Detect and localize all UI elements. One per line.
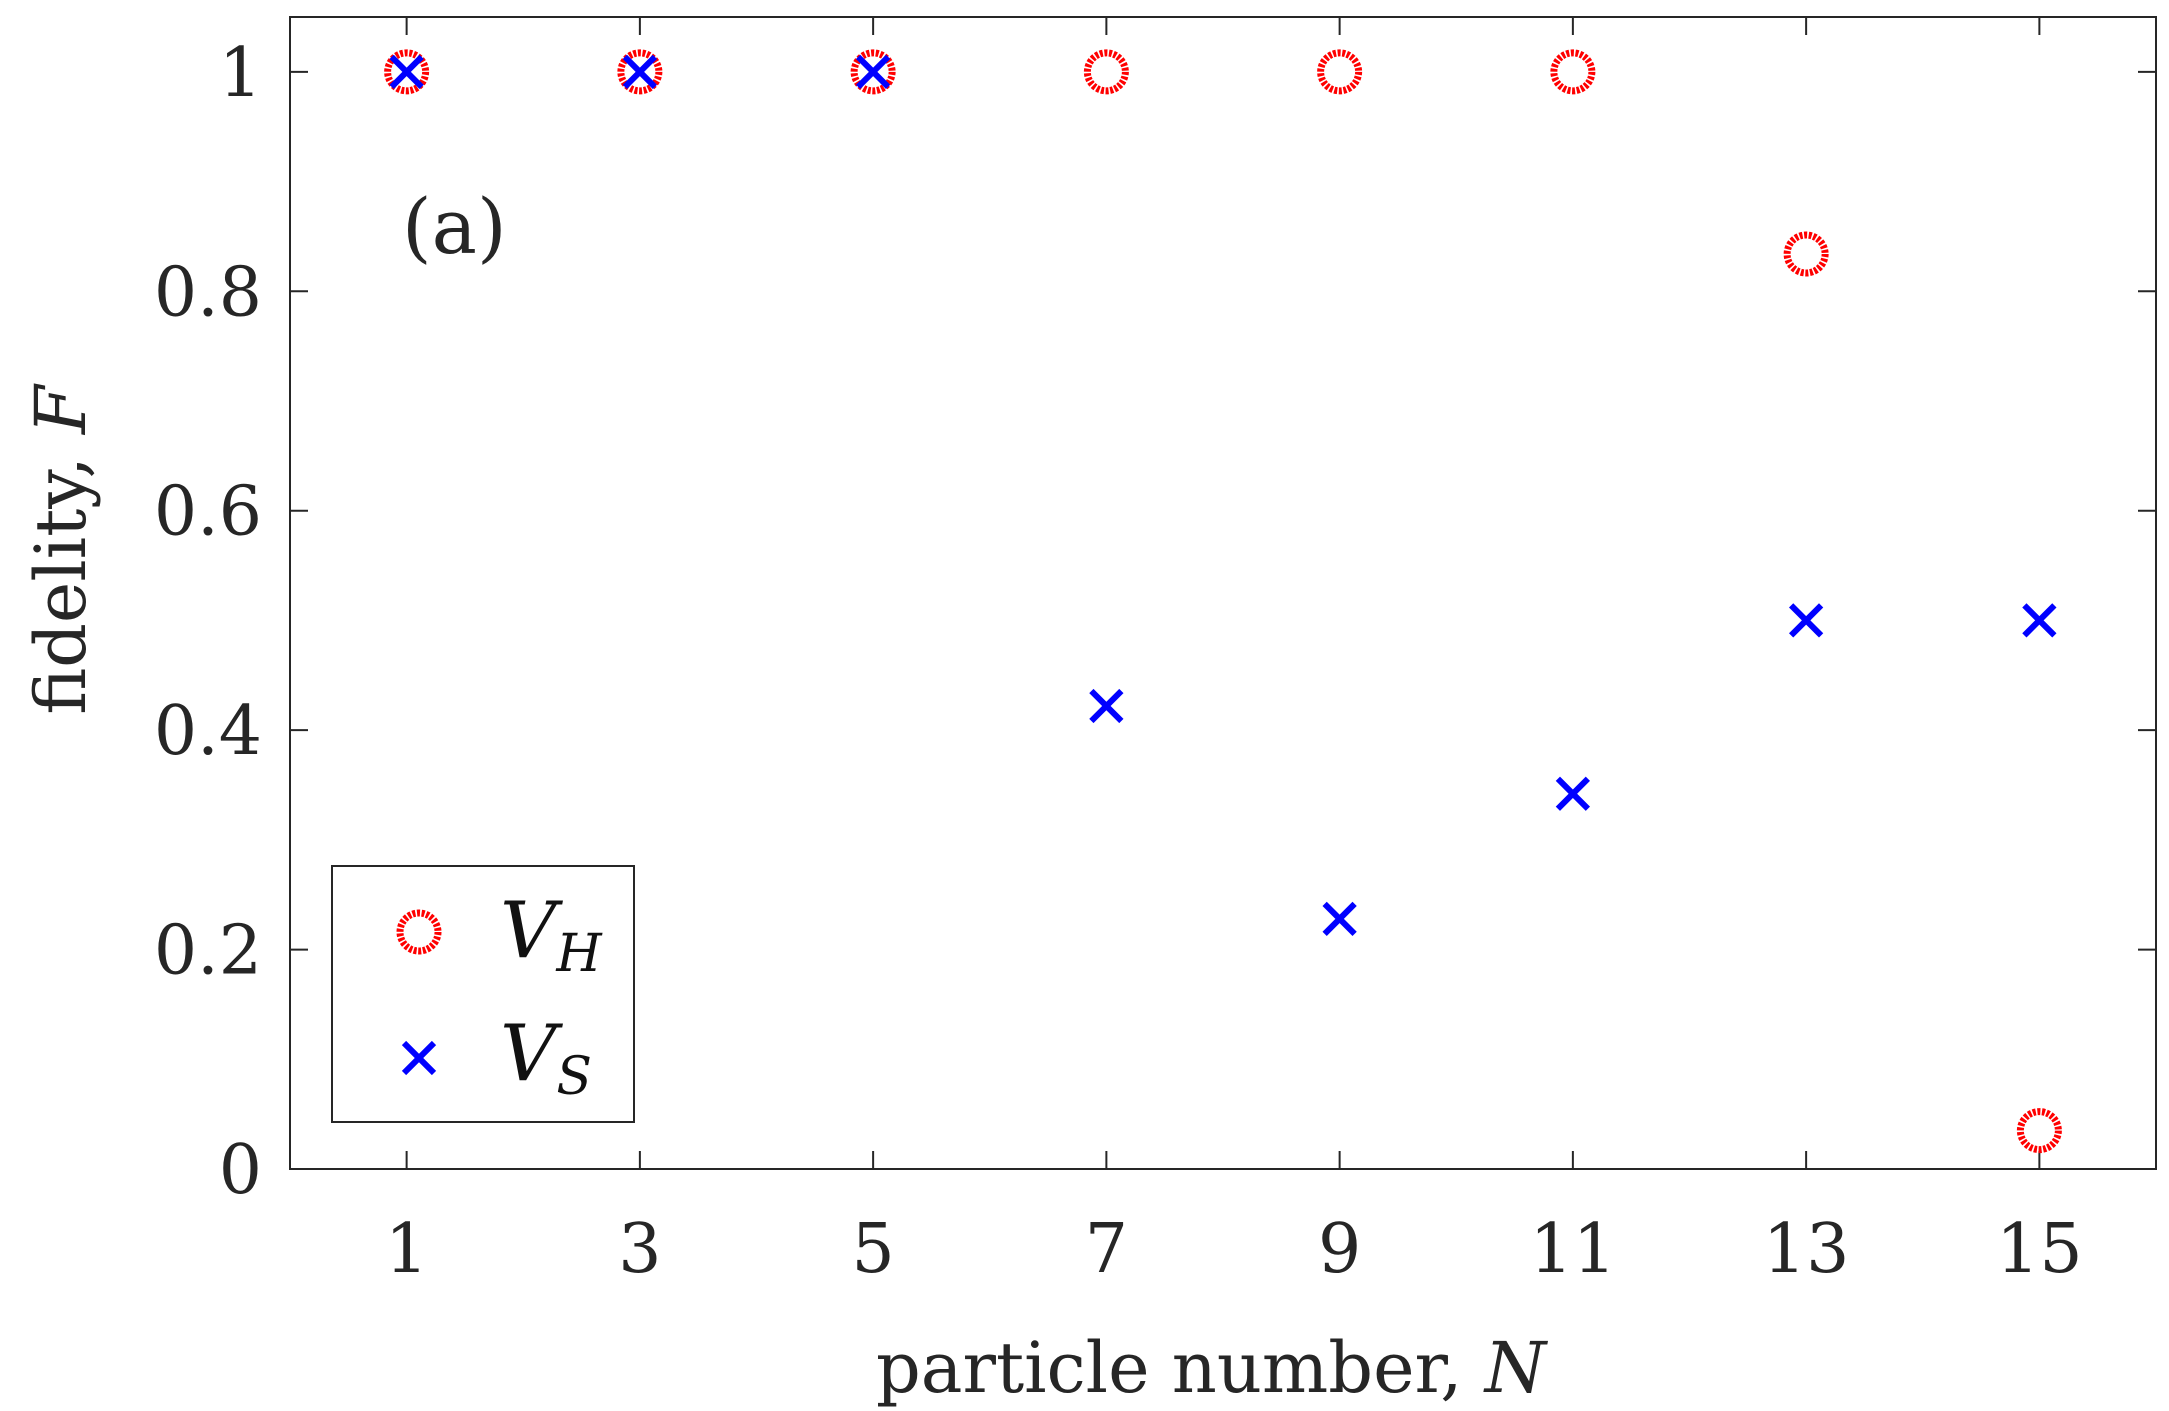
legend-label-vs-subscript: S	[556, 1047, 592, 1107]
legend: VH VS	[331, 865, 635, 1123]
data-point-circle	[850, 49, 896, 95]
series-vs	[389, 54, 2057, 936]
data-point-x	[1789, 603, 1824, 638]
data-point-circle	[1083, 49, 1129, 95]
x-tick-label: 7	[1085, 1210, 1128, 1289]
data-point-circle	[384, 49, 430, 95]
data-point-x	[1089, 688, 1124, 724]
y-tick-label: 0.8	[154, 253, 262, 332]
y-axis-title: fidelity, F	[20, 383, 102, 715]
x-axis-ticks: 1 3 5 7 9 11 13 15	[385, 17, 2083, 1289]
data-point-circle	[617, 49, 663, 95]
y-axis-title-text: fidelity,	[20, 434, 102, 715]
data-point-circle	[1550, 49, 1596, 95]
y-axis-ticks: 0 0.2 0.4 0.6 0.8 1	[154, 34, 2156, 1210]
y-tick-label: 0	[219, 1131, 262, 1210]
series-layer	[384, 49, 2062, 1154]
legend-box	[331, 865, 635, 1123]
data-point-x	[2022, 603, 2057, 638]
y-tick-label: 0.2	[154, 912, 262, 991]
legend-marker-vh	[396, 909, 442, 955]
y-axis-title-variable: F	[20, 383, 102, 436]
data-point-circle	[1317, 49, 1363, 95]
legend-label-vs: VS	[500, 1009, 592, 1107]
legend-label-vh-subscript: H	[555, 924, 603, 984]
data-point-x	[1555, 776, 1590, 811]
x-axis-title-text: particle number,	[876, 1327, 1485, 1409]
x-tick-label: 11	[1530, 1210, 1617, 1289]
legend-label-vs-main: V	[500, 1009, 563, 1099]
legend-label-vh: VH	[500, 886, 603, 984]
x-tick-label: 3	[618, 1210, 661, 1289]
plot-area-border	[289, 16, 2157, 1170]
data-point-x	[389, 54, 424, 89]
data-point-x	[1322, 901, 1357, 936]
x-axis-title: particle number, N	[876, 1327, 1549, 1409]
data-point-circle	[2016, 1108, 2062, 1154]
x-tick-label: 15	[1996, 1210, 2083, 1289]
x-axis-title-variable: N	[1483, 1327, 1549, 1409]
legend-marker-vs	[401, 1040, 437, 1076]
y-tick-label: 0.6	[154, 473, 262, 552]
x-tick-label: 9	[1318, 1210, 1361, 1289]
y-tick-label: 0.4	[154, 692, 262, 771]
legend-label-vh-main: V	[500, 886, 563, 976]
x-tick-label: 1	[385, 1210, 428, 1289]
data-point-x	[622, 54, 657, 89]
x-tick-label: 5	[851, 1210, 894, 1289]
series-vh	[384, 49, 2062, 1154]
x-tick-label: 13	[1763, 1210, 1850, 1289]
plot-frame	[289, 16, 2157, 1170]
data-point-x	[856, 54, 891, 89]
y-tick-label: 1	[219, 34, 262, 113]
panel-label: (a)	[402, 182, 507, 271]
data-point-circle	[1783, 231, 1829, 277]
